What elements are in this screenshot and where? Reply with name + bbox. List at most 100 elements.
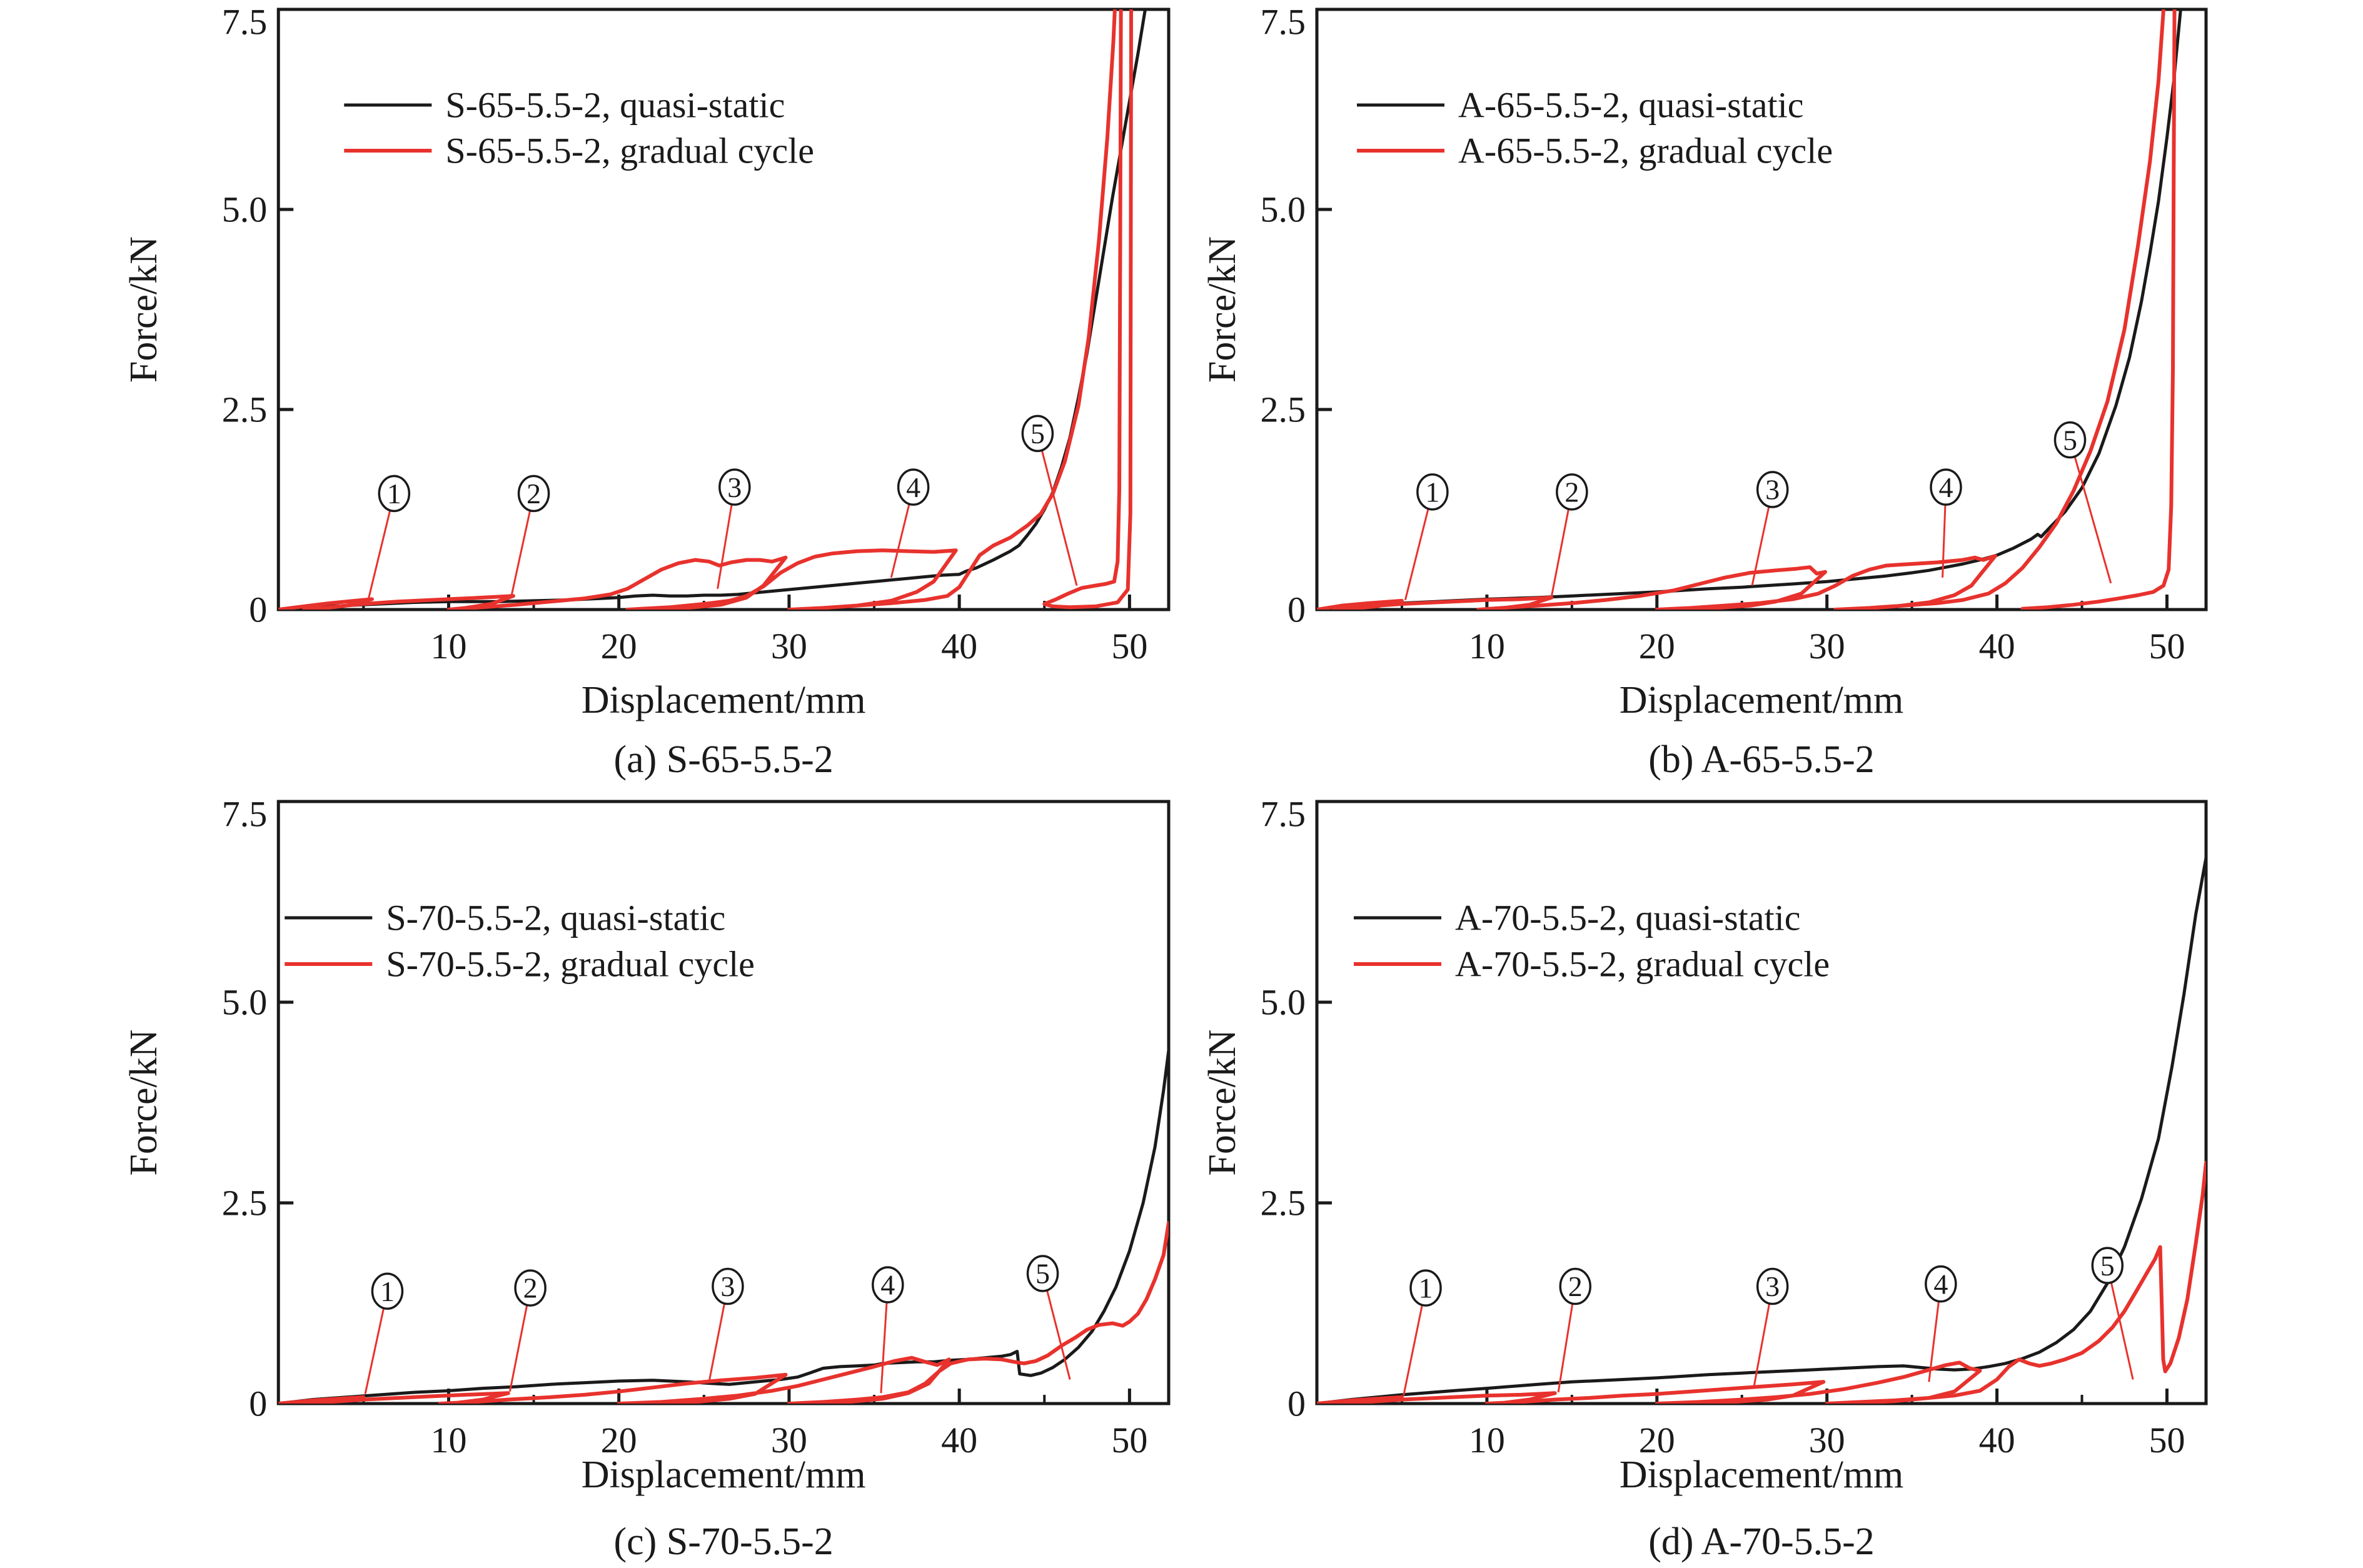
annotation-number: 1 xyxy=(1425,476,1439,508)
panel-d: 10 20 30 40 50 0 2.5 5.0 7.5 Force/kN Displacement… xyxy=(1182,784,2363,1568)
x-axis-tick-label: 30 xyxy=(771,626,807,666)
annotation-number: 3 xyxy=(720,1270,735,1302)
y-axis-tick-label: 2.5 xyxy=(1261,389,1306,430)
legend-label: S-65-5.5-2, gradual cycle xyxy=(445,131,814,171)
annotation-number: 3 xyxy=(727,471,742,503)
plot-border xyxy=(1315,800,2208,1405)
annotation-circle xyxy=(1930,468,1962,506)
annotation-number: 4 xyxy=(1939,471,1953,503)
annotation-leader-line xyxy=(2069,440,2112,584)
panel-caption: (a) S-65-5.5-2 xyxy=(613,738,833,781)
annotation-number: 4 xyxy=(906,471,920,503)
y-axis-tick-label: 5.0 xyxy=(1261,982,1306,1023)
panel-b: 10 20 30 40 50 0 2.5 5.0 7.5 Force/kN Displacement… xyxy=(1182,0,2363,784)
annotation-circle xyxy=(1756,471,1789,508)
panel-caption: (c) S-70-5.5-2 xyxy=(613,1520,833,1563)
y-axis-tick-label: 5.0 xyxy=(1261,189,1306,230)
annotation-number: 1 xyxy=(1419,1272,1433,1304)
annotation-circle xyxy=(1021,415,1054,453)
curves-group xyxy=(1317,9,2182,610)
annotation-number: 2 xyxy=(1568,1270,1583,1302)
curve-quasi-static xyxy=(1317,856,2206,1404)
legend-label: A-70-5.5-2, gradual cycle xyxy=(1455,944,1830,985)
x-axis-label: Displacement/mm xyxy=(1620,679,1904,721)
curve-gradual-cycle xyxy=(1317,9,2177,610)
x-axis-tick-label: 40 xyxy=(1979,1420,2015,1460)
curve-quasi-static xyxy=(278,1048,1169,1404)
x-axis-tick-label: 50 xyxy=(2149,1420,2185,1460)
y-axis-tick-label: 0 xyxy=(249,590,267,630)
curves-group xyxy=(278,1048,1169,1404)
annotation-circle xyxy=(1756,1267,1789,1305)
annotation-number: 4 xyxy=(880,1269,895,1301)
y-axis-tick-label: 7.5 xyxy=(1261,794,1306,835)
curve-quasi-static xyxy=(1317,9,2182,610)
annotation-leader-line xyxy=(1036,433,1078,586)
x-axis-tick-label: 30 xyxy=(771,1420,807,1460)
plot-border xyxy=(276,8,1171,611)
x-axis-tick-label: 40 xyxy=(941,1420,977,1460)
x-axis-tick-label: 50 xyxy=(1111,626,1147,666)
chart-a: 10 20 30 40 50 0 2.5 5.0 7.5 Force/kN Displacement… xyxy=(123,2,1171,781)
curves-group xyxy=(278,9,1147,610)
annotation-number: 5 xyxy=(1030,418,1045,450)
x-axis-label: Displacement/mm xyxy=(1620,1454,1904,1496)
annotation-circle xyxy=(718,468,751,506)
panel-caption: (d) A-70-5.5-2 xyxy=(1648,1520,1875,1563)
curve-gradual-cycle xyxy=(278,9,1133,610)
y-axis-tick-label: 2.5 xyxy=(1261,1183,1306,1224)
x-axis-tick-label: 30 xyxy=(1809,626,1845,666)
y-axis-label: Force/kN xyxy=(123,236,165,383)
x-axis-label: Displacement/mm xyxy=(582,1454,866,1496)
legend-label: A-65-5.5-2, gradual cycle xyxy=(1458,131,1833,171)
x-axis-tick-label: 50 xyxy=(1111,1420,1147,1460)
x-axis-tick-label: 20 xyxy=(1639,626,1675,666)
x-axis-label: Displacement/mm xyxy=(582,679,866,721)
annotation-circle xyxy=(1026,1255,1059,1292)
y-axis-label: Force/kN xyxy=(1201,236,1244,383)
y-axis-label: Force/kN xyxy=(1201,1029,1244,1175)
annotation-circle xyxy=(897,468,930,506)
legend-label: A-65-5.5-2, quasi-static xyxy=(1458,85,1803,126)
x-axis-tick-label: 10 xyxy=(1469,626,1505,666)
legend-label: S-65-5.5-2, quasi-static xyxy=(445,85,785,126)
legend-label: A-70-5.5-2, quasi-static xyxy=(1455,898,1800,938)
panel-c: 10 20 30 40 50 0 2.5 5.0 7.5 Force/kN Displacement… xyxy=(0,784,1182,1568)
annotation-circle xyxy=(2091,1247,2124,1284)
annotation-number: 1 xyxy=(387,478,401,510)
x-axis-tick-label: 10 xyxy=(430,626,466,666)
annotation-number: 5 xyxy=(2063,424,2077,456)
y-axis-tick-label: 7.5 xyxy=(222,794,268,835)
y-axis-label: Force/kN xyxy=(123,1029,165,1175)
annotation-number: 2 xyxy=(523,1272,538,1304)
legend-label: S-70-5.5-2, gradual cycle xyxy=(386,944,755,985)
y-axis-tick-label: 5.0 xyxy=(222,982,268,1023)
annotation-circle xyxy=(712,1267,744,1305)
annotation-number: 2 xyxy=(1564,476,1579,508)
annotation-circle xyxy=(514,1269,547,1307)
curves-group xyxy=(1317,856,2206,1404)
annotation-circle xyxy=(1559,1267,1592,1305)
chart-d: 10 20 30 40 50 0 2.5 5.0 7.5 Force/kN Displacement… xyxy=(1201,794,2208,1563)
x-axis-tick-label: 40 xyxy=(1979,626,2015,666)
x-axis-tick-label: 50 xyxy=(2149,626,2185,666)
plot-border xyxy=(1315,8,2208,611)
x-axis-tick-label: 20 xyxy=(601,626,637,666)
y-axis-tick-label: 7.5 xyxy=(222,2,268,43)
curve-gradual-cycle xyxy=(278,1221,1169,1404)
annotation-number: 5 xyxy=(2100,1250,2115,1282)
annotation-number: 3 xyxy=(1765,1270,1780,1302)
annotation-number: 1 xyxy=(380,1275,395,1307)
y-axis-tick-label: 0 xyxy=(1287,1384,1306,1424)
x-axis-tick-label: 20 xyxy=(601,1420,637,1460)
chart-b: 10 20 30 40 50 0 2.5 5.0 7.5 Force/kN Displacement… xyxy=(1201,2,2208,781)
annotation-circle xyxy=(517,475,550,513)
annotation-number: 5 xyxy=(1035,1258,1050,1290)
plot-border xyxy=(276,800,1171,1405)
annotation-circle xyxy=(1925,1265,1957,1303)
y-axis-tick-label: 2.5 xyxy=(222,389,268,430)
x-axis-tick-label: 30 xyxy=(1809,1420,1845,1460)
annotation-circle xyxy=(1409,1269,1442,1307)
y-axis-tick-label: 2.5 xyxy=(222,1183,268,1224)
annotation-number: 4 xyxy=(1933,1268,1948,1300)
